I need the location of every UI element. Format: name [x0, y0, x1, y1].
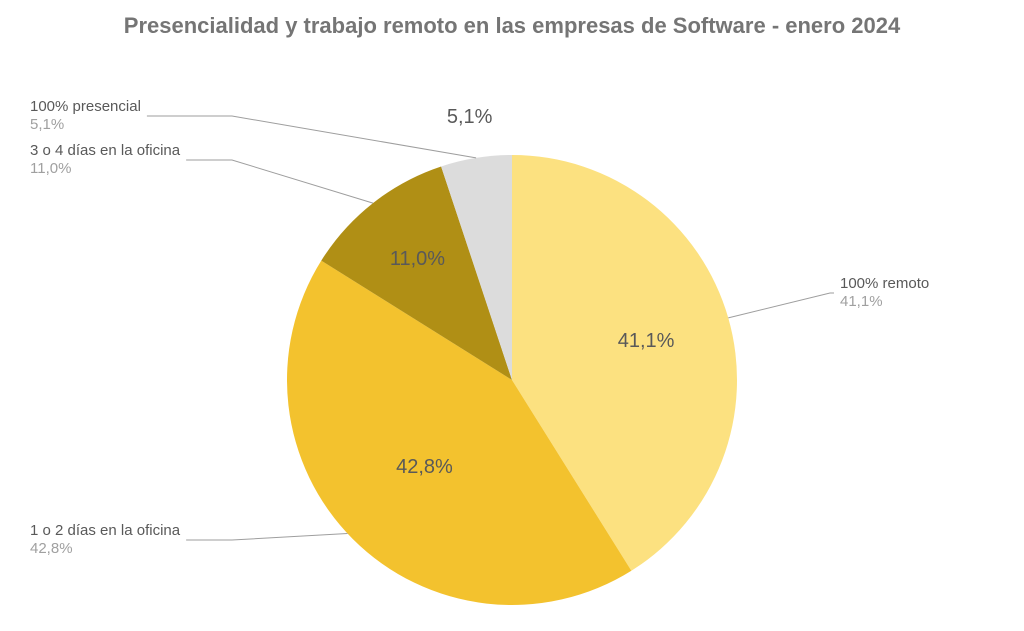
callout-label-name: 1 o 2 días en la oficina — [30, 522, 180, 540]
slice-value-label: 42,8% — [396, 456, 453, 478]
callout-label: 1 o 2 días en la oficina42,8% — [30, 522, 180, 558]
slice-value-label: 11,0% — [390, 248, 445, 270]
slice-value-label: 41,1% — [618, 330, 675, 352]
callout-label: 100% presencial5,1% — [30, 98, 141, 134]
callout-label: 100% remoto41,1% — [840, 275, 929, 311]
callout-label-value: 42,8% — [30, 540, 180, 558]
leader-line — [728, 293, 834, 318]
callout-label-name: 100% remoto — [840, 275, 929, 293]
callout-label-value: 5,1% — [30, 116, 141, 134]
callout-label-value: 11,0% — [30, 160, 180, 178]
callout-label-name: 3 o 4 días en la oficina — [30, 142, 180, 160]
leader-line — [186, 160, 373, 203]
callout-label-value: 41,1% — [840, 293, 929, 311]
slice-value-label: 5,1% — [447, 106, 493, 128]
callout-label-name: 100% presencial — [30, 98, 141, 116]
leader-line — [147, 116, 476, 158]
leader-line — [186, 533, 347, 540]
callout-label: 3 o 4 días en la oficina11,0% — [30, 142, 180, 178]
